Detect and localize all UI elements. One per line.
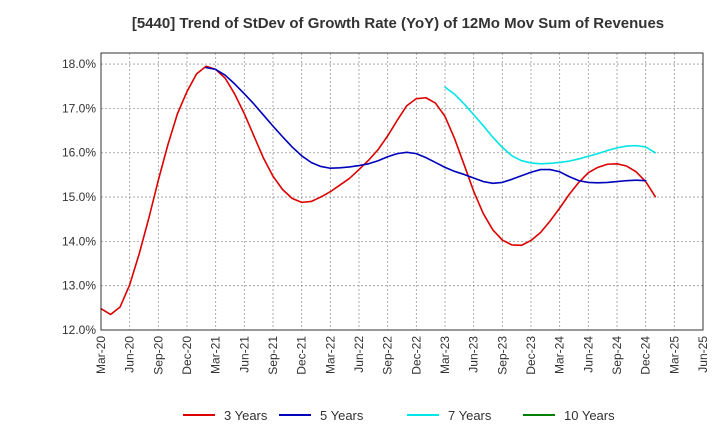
series-line-5-years xyxy=(205,66,647,185)
x-tick-label: Mar-20 xyxy=(94,336,108,374)
x-tick-label: Jun-25 xyxy=(696,336,710,373)
y-axis-ticks: 12.0% 13.0% 14.0% 15.0% 16.0% 17.0% 18.0% xyxy=(62,57,96,337)
x-axis-ticks: Mar-20 Jun-20 Sep-20 Dec-20 Mar-21 Jun-21 Sep-… xyxy=(94,336,710,375)
series-line-3-years xyxy=(100,65,657,316)
legend-label: 3 Years xyxy=(224,408,268,423)
series-line-7-years xyxy=(444,86,657,165)
x-tick-label: Jun-24 xyxy=(581,336,595,373)
x-tick-label: Sep-20 xyxy=(151,336,165,375)
x-tick-label: Sep-21 xyxy=(266,336,280,375)
legend-label: 5 Years xyxy=(320,408,364,423)
y-tick-label: 12.0% xyxy=(62,323,96,337)
grid xyxy=(100,53,704,331)
x-tick-label: Jun-23 xyxy=(467,336,481,373)
legend-label: 7 Years xyxy=(448,408,492,423)
x-tick-label: Dec-24 xyxy=(639,336,653,375)
x-tick-label: Jun-20 xyxy=(123,336,137,373)
x-tick-label: Jun-21 xyxy=(237,336,251,373)
x-tick-label: Mar-24 xyxy=(553,336,567,374)
plot-frame xyxy=(100,52,704,331)
x-tick-label: Dec-23 xyxy=(524,336,538,375)
y-tick-label: 14.0% xyxy=(62,234,96,248)
x-tick-label: Dec-21 xyxy=(295,336,309,375)
x-tick-label: Dec-20 xyxy=(180,336,194,375)
legend-label: 10 Years xyxy=(564,408,615,423)
x-tick-label: Mar-22 xyxy=(323,336,337,374)
x-tick-label: Sep-22 xyxy=(381,336,395,375)
y-tick-label: 17.0% xyxy=(62,101,96,115)
x-tick-label: Sep-23 xyxy=(495,336,509,375)
y-tick-label: 15.0% xyxy=(62,190,96,204)
y-tick-label: 16.0% xyxy=(62,146,96,160)
chart-title: [5440] Trend of StDev of Growth Rate (Yo… xyxy=(132,15,664,32)
y-tick-label: 13.0% xyxy=(62,279,96,293)
y-tick-label: 18.0% xyxy=(62,57,96,71)
x-tick-label: Mar-21 xyxy=(209,336,223,374)
x-tick-label: Sep-24 xyxy=(610,336,624,375)
x-tick-label: Dec-22 xyxy=(409,336,423,375)
x-tick-label: Jun-22 xyxy=(352,336,366,373)
legend: 3 Years 5 Years 7 Years 10 Years xyxy=(183,408,615,423)
series-lines xyxy=(100,65,657,316)
x-tick-label: Mar-25 xyxy=(667,336,681,374)
x-tick-label: Mar-23 xyxy=(438,336,452,374)
